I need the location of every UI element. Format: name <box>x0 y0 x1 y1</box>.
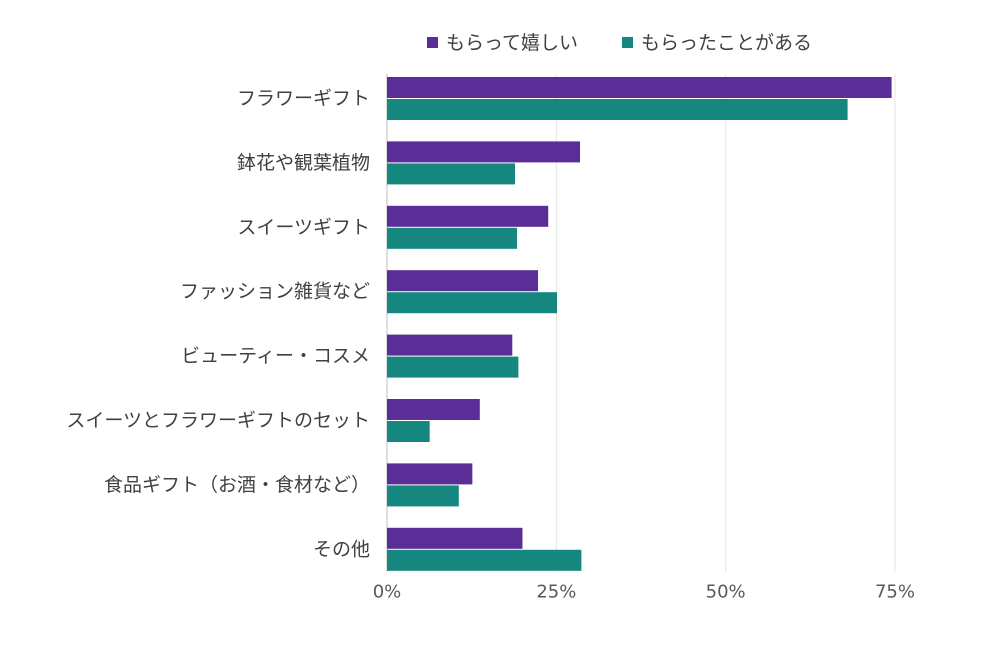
x-tick-labels: 0% 25% 50% 75% <box>373 582 915 603</box>
legend-label: もらったことがある <box>641 32 812 54</box>
category-label: その他 <box>313 538 370 560</box>
legend: もらって嬉しい もらったことがある <box>427 32 812 54</box>
legend-label: もらって嬉しい <box>446 32 578 54</box>
x-tick-label: 0% <box>373 582 402 603</box>
x-tick-label: 25% <box>536 582 576 603</box>
bar-received-0 <box>387 99 848 120</box>
bar-received-4 <box>387 356 519 378</box>
legend-swatch <box>622 37 633 48</box>
bars-group <box>387 77 892 571</box>
bar-received-5 <box>387 421 430 442</box>
bar-received-1 <box>387 163 516 185</box>
bar-received-3 <box>387 292 558 314</box>
category-labels: フラワーギフト鉢花や観葉植物スイーツギフトファッション雑貨などビューティー・コス… <box>66 88 370 561</box>
bar-received-7 <box>387 549 582 571</box>
bar-happy-4 <box>387 334 513 356</box>
category-label: ビューティー・コスメ <box>181 345 370 367</box>
bar-happy-0 <box>387 77 892 98</box>
category-label: スイーツとフラワーギフトのセット <box>66 410 370 432</box>
category-label: ファッション雑貨など <box>180 281 370 303</box>
category-label: スイーツギフト <box>237 216 370 238</box>
x-tick-label: 50% <box>706 582 746 603</box>
category-label: フラワーギフト <box>237 88 370 110</box>
bar-happy-5 <box>387 399 480 420</box>
bar-happy-1 <box>387 141 581 163</box>
legend-swatch <box>427 37 438 48</box>
category-label: 食品ギフト（お酒・食材など） <box>104 474 370 496</box>
bar-happy-7 <box>387 527 523 549</box>
bar-happy-2 <box>387 205 549 227</box>
category-label: 鉢花や観葉植物 <box>237 152 370 174</box>
bar-received-2 <box>387 227 518 249</box>
x-tick-label: 75% <box>875 582 915 603</box>
bar-happy-3 <box>387 270 539 292</box>
bar-received-6 <box>387 485 459 507</box>
bar-happy-6 <box>387 463 473 485</box>
